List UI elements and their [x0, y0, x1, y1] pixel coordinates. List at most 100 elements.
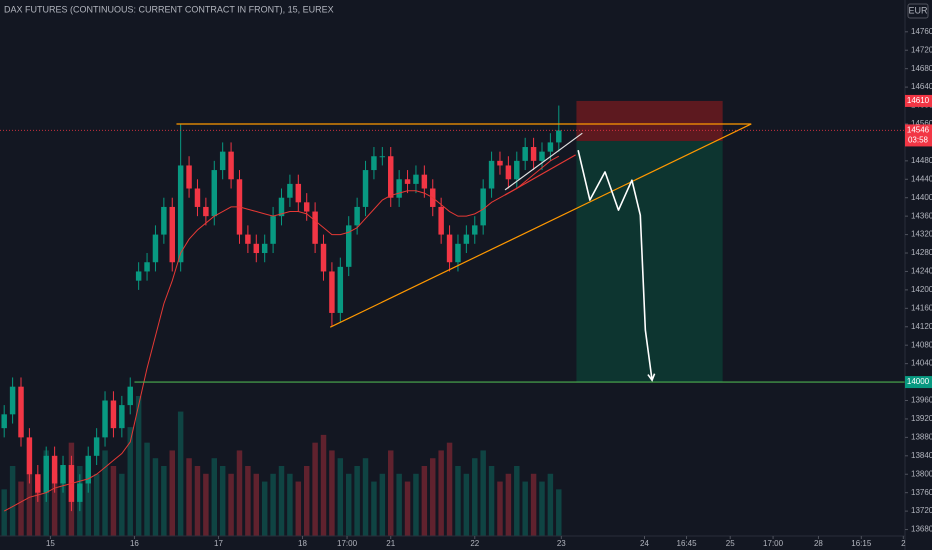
volume-bar: [530, 473, 537, 536]
candle-body: [438, 206, 444, 235]
volume-bar: [371, 481, 377, 536]
candle-body: [488, 160, 495, 189]
target-zone: [576, 141, 723, 383]
candle-body: [43, 455, 49, 493]
volume-bar: [85, 458, 91, 536]
candle-body: [421, 174, 428, 189]
x-tick-label: 23: [557, 539, 566, 548]
candle-body: [119, 405, 125, 429]
y-tick-label: 14160: [911, 303, 932, 312]
volume-bar: [430, 458, 436, 536]
candle-body: [93, 437, 100, 456]
countdown-label: 03:58: [908, 136, 929, 145]
y-tick-label: 14360: [911, 211, 932, 220]
candle-body: [203, 206, 209, 217]
volume-bar: [270, 473, 276, 536]
candle-body: [514, 160, 520, 180]
volume-bar: [102, 450, 108, 536]
candle-body: [388, 156, 394, 198]
candle-body: [144, 262, 150, 272]
x-tick-label: 21: [386, 539, 395, 548]
volume-bar: [236, 450, 243, 536]
price-label: 14610: [907, 96, 930, 105]
currency: EUR: [908, 5, 928, 15]
y-tick-label: 14200: [911, 285, 932, 294]
volume-bar: [287, 473, 293, 536]
volume-bar: [303, 466, 310, 536]
candle-body: [303, 202, 310, 212]
candle-body: [287, 183, 293, 198]
volume-bar: [186, 458, 192, 536]
volume-bar: [488, 466, 495, 536]
candle-body: [371, 156, 377, 171]
y-tick-label: 13800: [911, 469, 932, 478]
volume-bar: [312, 442, 318, 536]
volume-bar: [194, 466, 201, 536]
candle-body: [110, 400, 117, 429]
candle-body: [85, 455, 91, 484]
volume-bar: [228, 473, 234, 536]
x-tick-label: 16: [130, 539, 139, 548]
candle-body: [295, 183, 302, 203]
volume-bar: [329, 450, 335, 536]
candle-body: [127, 386, 133, 406]
candle-body: [505, 165, 512, 180]
volume-bar: [413, 473, 419, 536]
candle-body: [169, 206, 175, 263]
volume-bar: [396, 473, 402, 536]
candle-body: [60, 465, 66, 484]
y-tick-label: 14080: [911, 340, 932, 349]
candle-body: [1, 414, 7, 429]
candle-body: [228, 151, 234, 180]
candle-body: [102, 400, 108, 438]
volume-bar: [18, 481, 24, 536]
volume-bar: [169, 450, 175, 536]
volume-bar: [421, 466, 428, 536]
drawing-line: [504, 132, 583, 191]
volume-bar: [547, 473, 554, 536]
x-tick-label: 2: [901, 539, 906, 548]
candle-body: [261, 243, 268, 254]
volume-bar: [295, 481, 302, 536]
y-tick-label: 13720: [911, 506, 932, 515]
candle-body: [480, 188, 486, 226]
candle-body: [413, 174, 419, 184]
volume-bar: [127, 427, 133, 536]
volume-bar: [51, 473, 58, 536]
candle-body: [329, 271, 335, 313]
y-tick-label: 14240: [911, 267, 932, 276]
volume-bar: [211, 458, 218, 536]
candle-body: [556, 130, 562, 143]
volume-bar: [320, 434, 327, 536]
volume-bar: [278, 466, 285, 536]
candle-body: [186, 165, 192, 189]
x-tick-label: 17: [214, 539, 223, 548]
chart-title: DAX FUTURES (CONTINUOUS: CURRENT CONTRAC…: [4, 4, 334, 14]
candle-body: [245, 234, 251, 244]
volume-bar: [26, 473, 33, 536]
candle-body: [354, 206, 360, 226]
y-tick-label: 13960: [911, 396, 932, 405]
volume-bar: [345, 473, 352, 536]
y-tick-label: 14280: [911, 248, 932, 257]
drawing-line: [577, 150, 653, 381]
price-label: 14000: [907, 377, 930, 386]
x-tick-label: 17:00: [763, 539, 784, 548]
price-label-bg: [905, 94, 932, 107]
volume-bar: [1, 489, 7, 536]
volume-bar: [177, 411, 184, 536]
volume-bar: [35, 489, 41, 536]
candle-body: [463, 234, 470, 244]
candle-body: [219, 151, 226, 171]
candle-body: [152, 234, 159, 263]
volume-bar: [354, 466, 360, 536]
candle-body: [253, 243, 260, 254]
volume-bar: [362, 458, 369, 536]
candle-body: [9, 386, 16, 415]
x-tick-label: 25: [726, 539, 735, 548]
volume-bar: [152, 458, 159, 536]
y-tick-label: 14040: [911, 359, 932, 368]
candle-body: [320, 243, 327, 272]
